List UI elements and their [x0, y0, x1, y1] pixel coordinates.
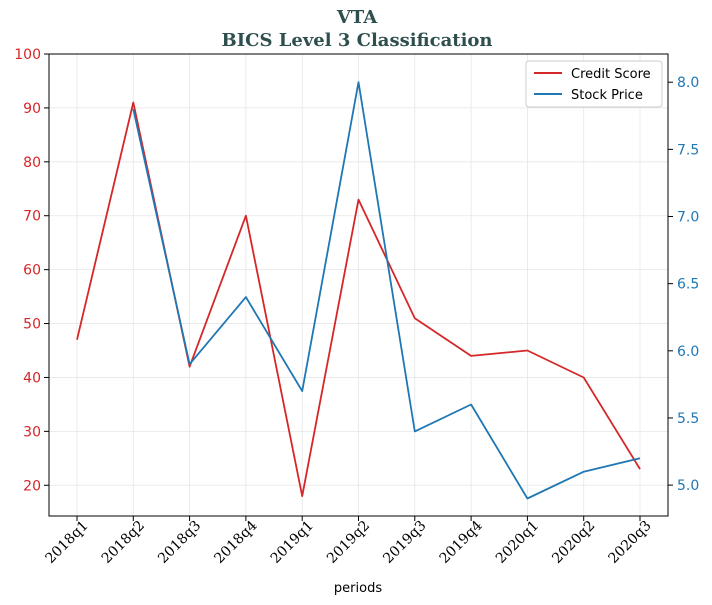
legend: Credit Score Stock Price: [525, 60, 663, 108]
chart-title: VTA: [336, 7, 378, 28]
x-tick-label: 2020q3: [606, 518, 655, 567]
right-tick-label: 7.0: [677, 210, 699, 226]
x-tick-label: 2019q1: [268, 518, 317, 567]
x-tick-label: 2018q2: [99, 518, 148, 567]
x-tick-label: 2019q3: [380, 518, 429, 567]
grid: [49, 53, 668, 516]
left-tick-label: 90: [23, 101, 41, 117]
right-tick-label: 5.5: [677, 411, 699, 427]
series-lines: [76, 81, 641, 500]
x-tick-label: 2019q4: [437, 518, 486, 567]
x-tick-label: 2020q1: [493, 518, 542, 567]
series-line-stock-price: [132, 81, 641, 500]
right-tick-label: 6.0: [677, 344, 699, 360]
x-axis-label: periods: [334, 581, 382, 596]
x-axis: 2018q1 2018q2 2018q3 2018q4 2019q1 2019q2 2019…: [43, 516, 655, 567]
chart-subtitle: BICS Level 3 Classification: [221, 30, 492, 51]
right-axis: 5.0 5.5 6.0 6.5 7.0 7.5 8.0: [668, 75, 699, 494]
right-tick-label: 8.0: [677, 75, 699, 91]
legend-label-stock-price: Stock Price: [571, 88, 643, 103]
x-tick-label: 2019q2: [324, 518, 373, 567]
left-tick-label: 80: [23, 155, 41, 171]
right-tick-label: 5.0: [677, 478, 699, 494]
left-tick-label: 70: [23, 209, 41, 225]
left-tick-label: 60: [23, 263, 41, 279]
left-tick-label: 50: [23, 317, 41, 333]
right-tick-label: 7.5: [677, 142, 699, 158]
x-tick-label: 2018q4: [211, 518, 260, 567]
x-tick-label: 2020q2: [549, 518, 598, 567]
right-tick-label: 6.5: [677, 277, 699, 293]
x-tick-label: 2018q3: [155, 518, 204, 567]
left-tick-label: 30: [23, 424, 41, 440]
left-axis: 20 30 40 50 60 70 80 90 100: [14, 47, 49, 494]
left-tick-label: 40: [23, 370, 41, 386]
legend-label-credit-score: Credit Score: [571, 67, 651, 82]
x-tick-label: 2018q1: [43, 518, 92, 567]
left-tick-label: 20: [23, 478, 41, 494]
left-tick-label: 100: [14, 47, 41, 63]
